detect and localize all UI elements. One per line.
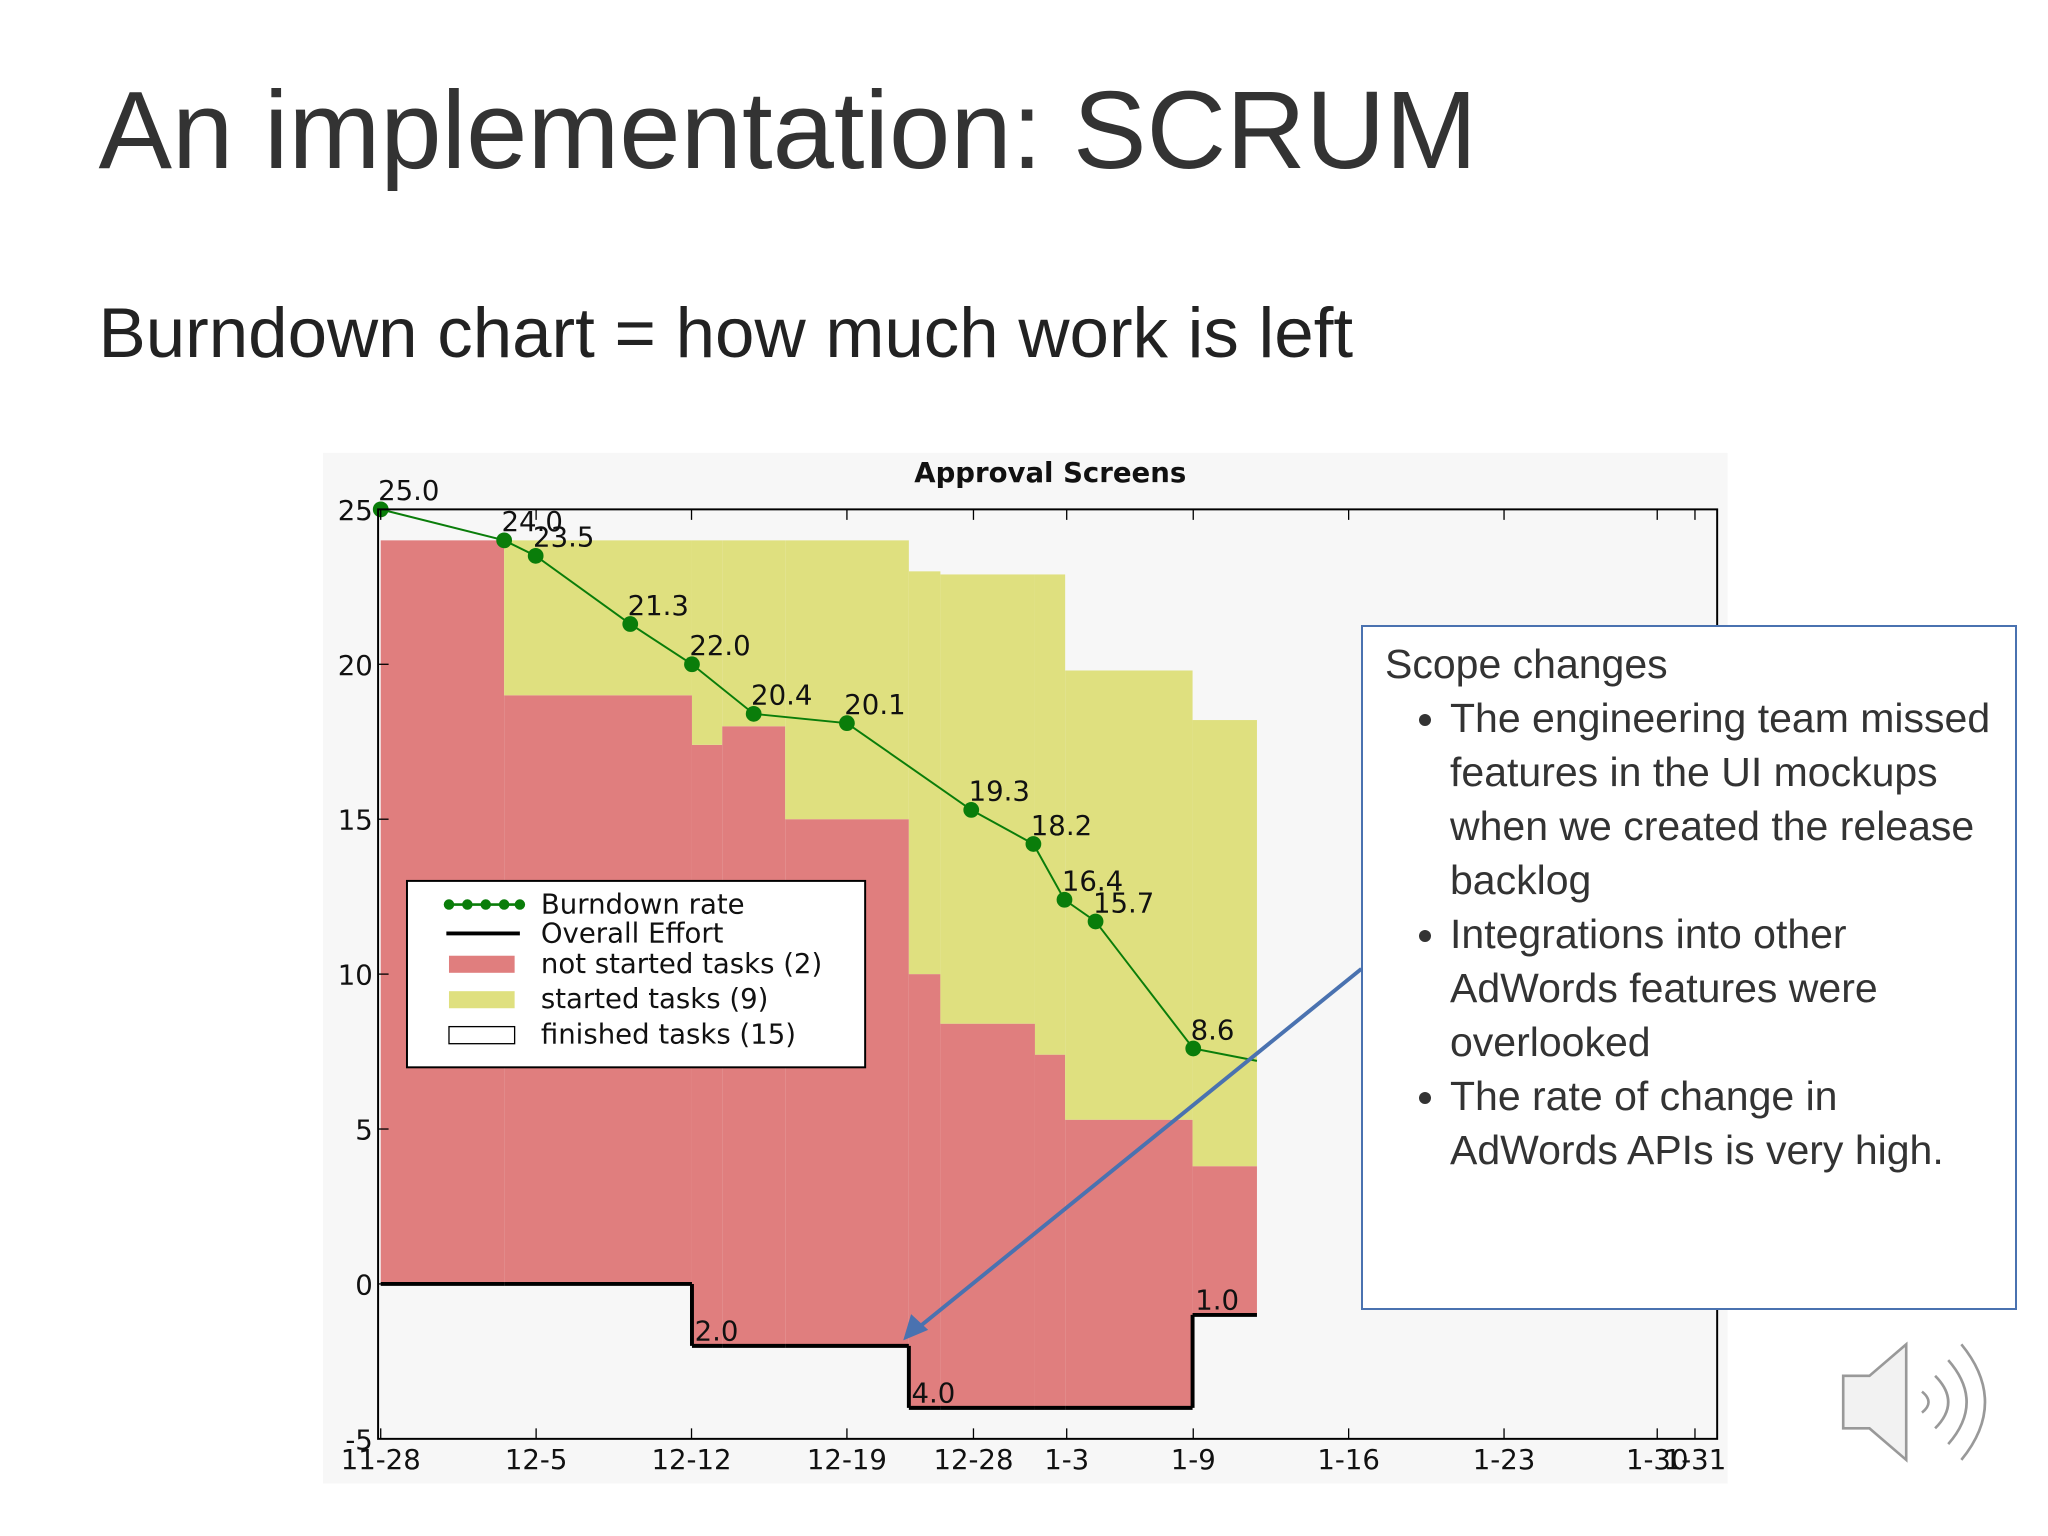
callout-list: The engineering team missed features in … <box>1385 691 1997 1177</box>
burndown-point <box>1056 891 1073 908</box>
burndown-point <box>963 802 980 818</box>
point-label: 16.4 <box>1062 866 1123 898</box>
callout-arrow <box>911 967 1363 1335</box>
legend-label: started tasks (9) <box>541 983 768 1015</box>
legend-swatch <box>448 991 515 1009</box>
burndown-point <box>684 656 700 673</box>
point-label: 15.7 <box>1093 887 1154 919</box>
x-tick-label: 12-28 <box>933 1444 1013 1476</box>
legend-swatch <box>448 1025 516 1045</box>
area-segment <box>908 974 941 1408</box>
x-tick-label: 11-28 <box>341 1444 421 1476</box>
point-label: 20.1 <box>844 689 905 721</box>
callout-bullet: The engineering team missed features in … <box>1450 691 1997 907</box>
legend-label: not started tasks (2) <box>541 948 822 980</box>
point-label: 21.3 <box>628 590 689 622</box>
y-tick-label: 0 <box>355 1269 373 1301</box>
effort-label: 1.0 <box>1195 1285 1239 1317</box>
burndown-point <box>839 715 855 732</box>
burndown-point <box>745 705 762 722</box>
point-label: 24.0 <box>502 506 563 538</box>
legend-dot <box>480 899 491 910</box>
y-tick-label: 15 <box>338 805 373 837</box>
burndown-point <box>1025 836 1042 852</box>
slide-subtitle: Burndown chart = how much work is left <box>98 294 1353 373</box>
area-segment <box>504 540 692 696</box>
effort-label: 2.0 <box>695 1316 739 1348</box>
x-tick-label: 1-9 <box>1171 1444 1216 1476</box>
area-segment <box>908 571 941 975</box>
x-tick-label: 1-31 <box>1664 1444 1727 1476</box>
x-tick-label: 1-30 <box>1626 1444 1689 1476</box>
burndown-point <box>496 532 513 549</box>
effort-label: 4.0 <box>911 1378 955 1410</box>
burndown-point <box>622 616 639 632</box>
point-label: 23.5 <box>533 522 594 554</box>
y-tick-label: 20 <box>338 650 373 682</box>
speaker-icon <box>1841 1341 1987 1463</box>
chart-title: Approval Screens <box>914 457 1186 489</box>
point-label: 19.3 <box>969 776 1030 808</box>
area-segment <box>1034 574 1066 1055</box>
legend-label: finished tasks (15) <box>541 1019 796 1051</box>
point-label: 8.6 <box>1191 1014 1235 1046</box>
x-tick-label: 12-19 <box>807 1444 887 1476</box>
x-tick-label: 1-3 <box>1044 1444 1089 1476</box>
callout-heading: Scope changes <box>1385 641 1668 687</box>
legend-label: Overall Effort <box>541 918 724 950</box>
x-tick-label: 1-16 <box>1317 1444 1380 1476</box>
y-tick-label: -5 <box>345 1424 372 1456</box>
x-tick-label: 1-23 <box>1473 1444 1536 1476</box>
area-segment <box>1065 1119 1193 1408</box>
burndown-point <box>1087 913 1104 930</box>
point-label: 18.2 <box>1031 810 1092 842</box>
burndown-point <box>1185 1040 1202 1057</box>
area-segment <box>1065 670 1193 1120</box>
y-tick-label: 25 <box>338 495 373 527</box>
area-segment <box>785 540 909 820</box>
point-label: 25.0 <box>378 475 439 507</box>
x-tick-label: 12-5 <box>505 1444 568 1476</box>
point-label: 20.4 <box>751 680 812 712</box>
legend-dot <box>443 899 455 910</box>
legend-dot <box>498 899 510 910</box>
x-tick-label: 12-12 <box>651 1444 731 1476</box>
y-tick-label: 10 <box>338 960 373 992</box>
slide-title: An implementation: SCRUM <box>98 69 1477 192</box>
area-segment <box>940 1023 1035 1408</box>
y-tick-label: 5 <box>355 1115 373 1147</box>
area-segment <box>722 540 786 727</box>
legend-dot <box>514 899 526 910</box>
callout-bullet: The rate of change in AdWords APIs is ve… <box>1450 1069 1997 1177</box>
callout-bullet: Integrations into other AdWords features… <box>1450 907 1997 1069</box>
legend-label: Burndown rate <box>541 889 745 921</box>
callout-box: Scope changes The engineering team misse… <box>1361 625 2017 1310</box>
legend-dot <box>462 899 473 910</box>
area-segment <box>691 540 723 745</box>
area-segment <box>1192 720 1257 1167</box>
legend-swatch <box>448 955 515 973</box>
arrow-head <box>903 1314 929 1341</box>
area-segment <box>1192 1166 1257 1315</box>
point-label: 22.0 <box>689 630 750 662</box>
burndown-point <box>527 547 544 564</box>
